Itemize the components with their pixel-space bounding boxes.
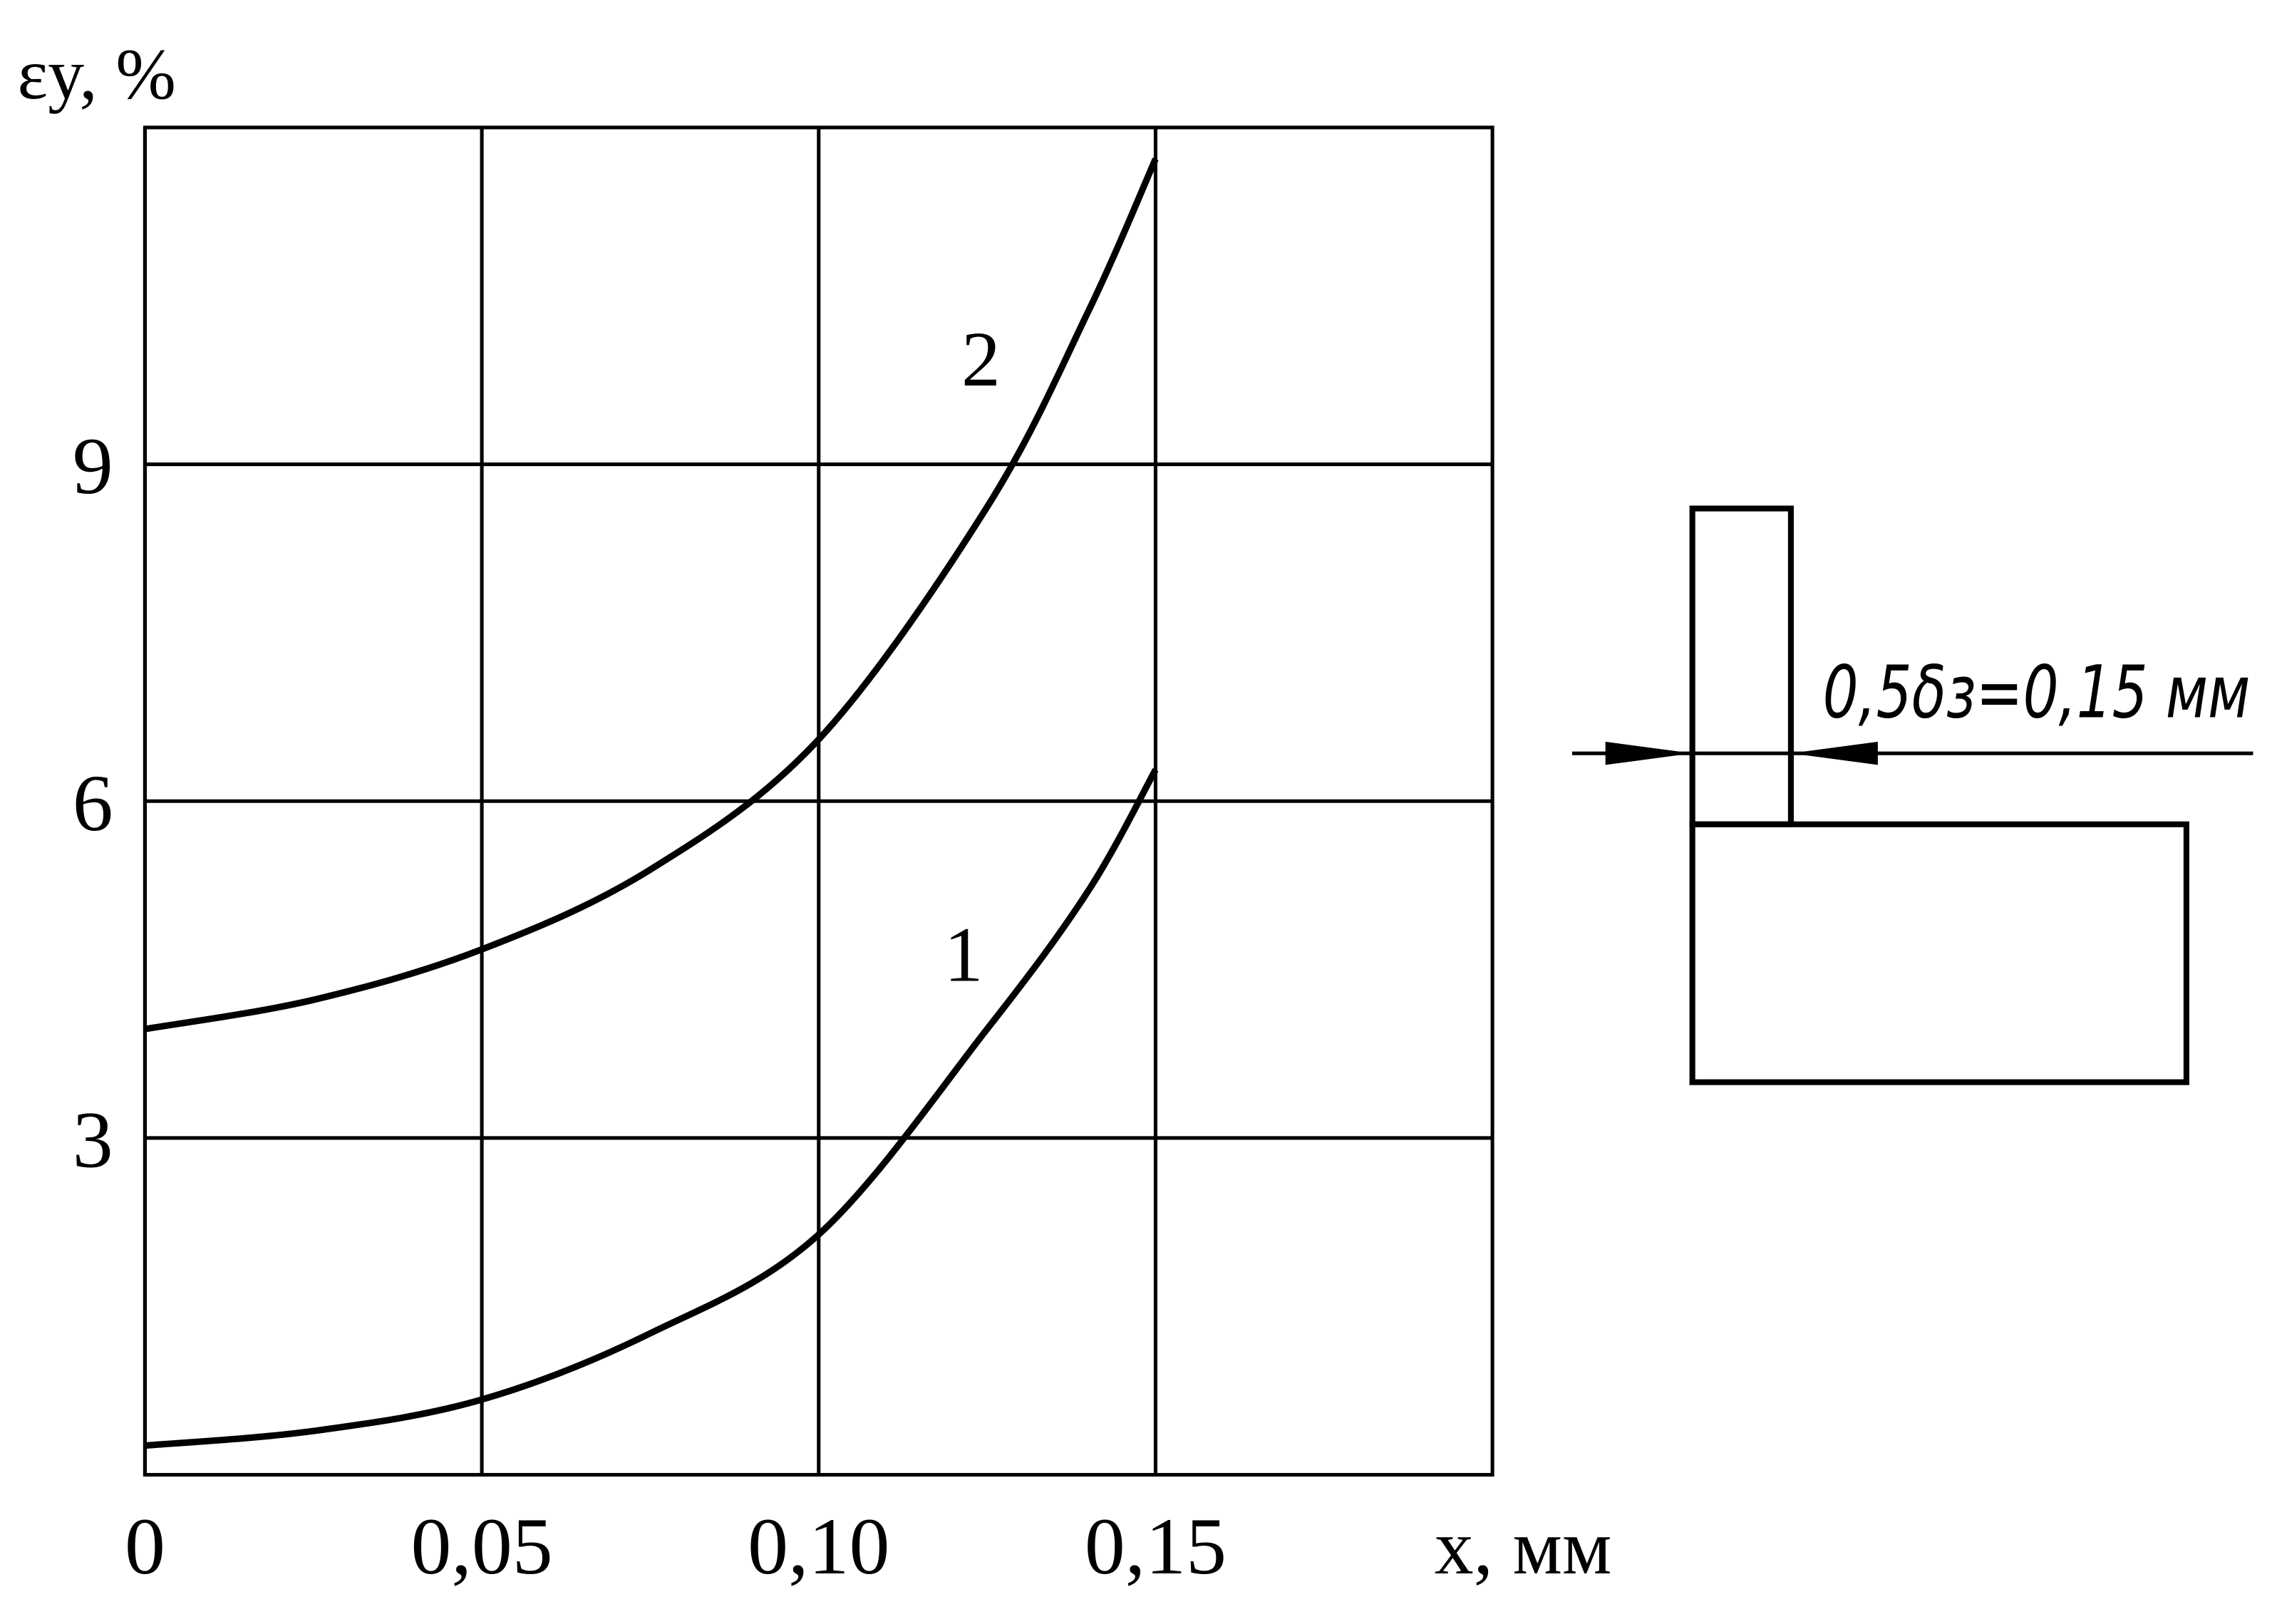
series-line [145,767,1159,1449]
arrow [1605,741,1693,765]
base [1689,821,2189,1085]
y-tick-label: 9 [73,421,113,511]
diagram [1571,505,2253,1085]
y-tick-label: 6 [73,758,113,848]
annotation: 0,5δз=0,15 мм [1823,650,2251,734]
series-label: 1 [944,911,983,998]
arrow [1790,741,1878,765]
x-tick-label: 0,15 [1085,1501,1227,1591]
x-axis-title: x, мм [1435,1504,1612,1591]
x-tick-label: 0,10 [748,1501,889,1591]
series-line [144,157,1159,1033]
rib [1689,505,1794,827]
y-tick-label: 3 [73,1095,113,1185]
y-axis-title: εy, % [18,33,176,114]
series-label: 2 [961,316,1001,403]
x-tick-label: 0,05 [410,1501,552,1591]
x-tick-label: 0 [125,1501,165,1591]
